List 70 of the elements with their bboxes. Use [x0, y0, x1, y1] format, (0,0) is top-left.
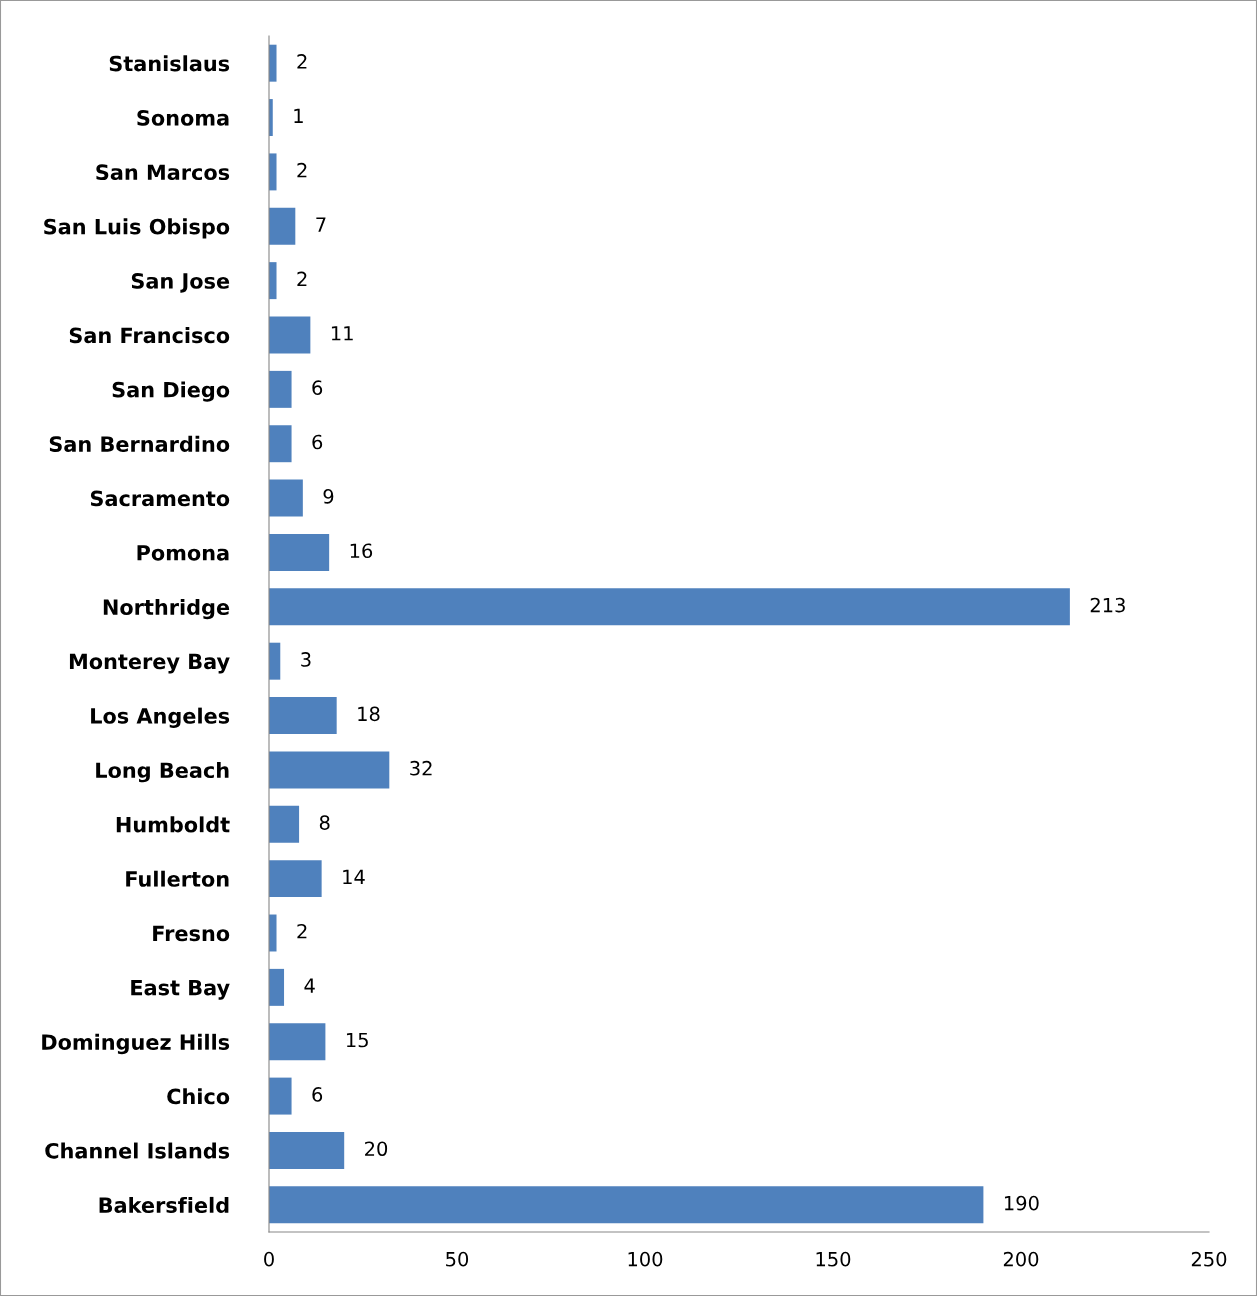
- bar: [269, 262, 277, 300]
- y-tick-label: San Marcos: [96, 164, 230, 181]
- bar: [269, 588, 1070, 626]
- data-label: 3: [301, 652, 311, 667]
- data-label: 2: [297, 271, 307, 286]
- data-label: 11: [331, 326, 353, 341]
- bar: [269, 1131, 345, 1169]
- y-tick-label: San Jose: [131, 273, 230, 293]
- data-label: 7: [316, 217, 326, 232]
- bar: [269, 533, 330, 571]
- bar: [269, 425, 292, 463]
- bar: [269, 805, 300, 843]
- bar: [269, 370, 292, 408]
- x-tick-label: 50: [446, 1251, 469, 1267]
- bar: [269, 44, 277, 82]
- data-label: 2: [297, 54, 307, 69]
- bar: [269, 1077, 292, 1115]
- data-label: 14: [343, 869, 365, 884]
- data-label: 6: [312, 380, 323, 396]
- data-label: 213: [1090, 597, 1125, 613]
- y-tick-label: San Luis Obispo: [44, 218, 230, 239]
- data-label: 20: [365, 1141, 388, 1157]
- bar: [269, 914, 277, 952]
- y-tick-label: Dominguez Hills: [42, 1033, 230, 1055]
- y-tick-label: San Francisco: [69, 327, 230, 344]
- y-tick-label: Bakersfield: [99, 1196, 229, 1214]
- data-label: 16: [350, 543, 373, 559]
- x-tick-label: 250: [1191, 1251, 1227, 1267]
- x-tick-label: 200: [1003, 1251, 1039, 1267]
- x-tick-label: 100: [628, 1251, 663, 1267]
- x-tick-label: 0: [264, 1251, 274, 1267]
- y-tick-label: San Bernardino: [49, 435, 230, 452]
- bar: [269, 479, 303, 517]
- data-label: 6: [312, 434, 323, 450]
- bar: [269, 316, 311, 354]
- y-tick-label: San Diego: [112, 381, 230, 402]
- data-label: 18: [358, 706, 380, 722]
- y-tick-label: Humboldt: [116, 816, 230, 833]
- y-tick-label: Sonoma: [137, 110, 229, 126]
- data-label: 1: [294, 108, 303, 123]
- data-label: 2: [297, 923, 307, 939]
- y-tick-label: Sacramento: [90, 490, 230, 507]
- data-label: 190: [1004, 1195, 1039, 1211]
- data-label: 6: [312, 1087, 323, 1102]
- bar: [269, 207, 296, 245]
- data-label: 2: [297, 162, 307, 178]
- bar: [269, 1186, 984, 1224]
- y-tick-label: Northridge: [103, 598, 230, 620]
- bar: [269, 697, 337, 735]
- data-label: 4: [304, 978, 315, 993]
- y-tick-label: Chico: [167, 1088, 230, 1105]
- bar: [269, 860, 322, 898]
- bar: [269, 751, 390, 789]
- y-tick-label: Channel Islands: [45, 1142, 230, 1159]
- y-tick-label: Los Angeles: [91, 707, 230, 728]
- y-tick-label: Fullerton: [126, 870, 229, 887]
- y-tick-label: Pomona: [137, 545, 229, 561]
- data-label: 8: [319, 815, 330, 830]
- bar: [269, 1023, 326, 1061]
- bar: [269, 968, 285, 1006]
- bar: [269, 153, 277, 191]
- data-label: 32: [410, 760, 432, 776]
- y-tick-label: Long Beach: [96, 761, 229, 783]
- data-label: 9: [323, 489, 334, 504]
- y-tick-label: Stanislaus: [109, 55, 230, 72]
- y-tick-label: Monterey Bay: [69, 653, 230, 674]
- y-tick-label: Fresno: [153, 925, 230, 942]
- data-label: 15: [346, 1032, 368, 1048]
- x-tick-label: 150: [816, 1251, 851, 1267]
- y-tick-label: East Bay: [131, 980, 230, 1000]
